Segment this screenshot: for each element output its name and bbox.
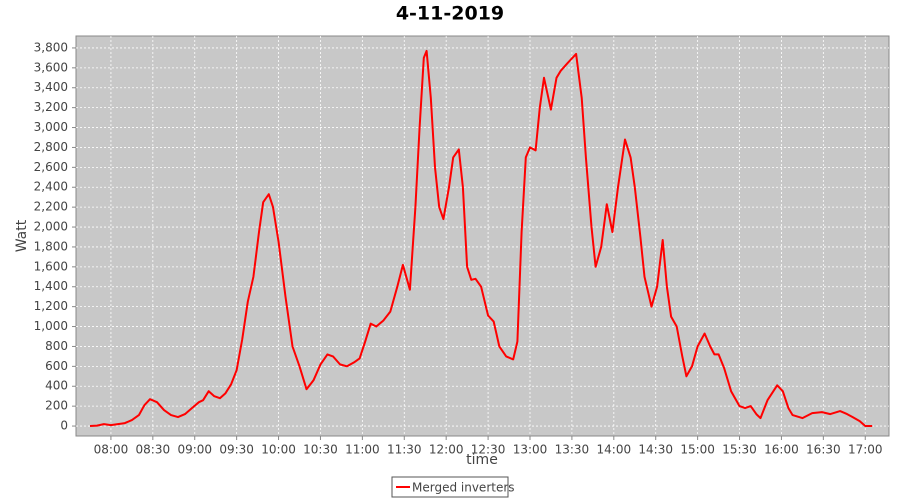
- y-tick-label: 1,200: [34, 299, 68, 313]
- legend: Merged inverters: [391, 476, 515, 498]
- chart-title: 4-11-2019: [396, 3, 504, 25]
- y-tick-label: 3,800: [34, 40, 68, 54]
- y-tick-label: 1,600: [34, 259, 68, 273]
- y-tick-label: 3,000: [34, 120, 68, 134]
- x-tick-label: 13:00: [513, 443, 548, 457]
- x-tick-label: 12:00: [429, 443, 464, 457]
- y-tick-label: 2,800: [34, 140, 68, 154]
- y-axis-label: Watt: [14, 219, 30, 252]
- x-tick-label: 11:30: [387, 443, 422, 457]
- y-tick-label: 2,600: [34, 160, 68, 174]
- y-tick-label: 3,600: [34, 60, 68, 74]
- x-axis-label: time: [466, 452, 498, 468]
- x-tick-label: 10:00: [261, 443, 296, 457]
- y-tick-label: 400: [45, 379, 68, 393]
- x-tick-label: 14:00: [597, 443, 632, 457]
- x-tick-label: 14:30: [638, 443, 673, 457]
- y-tick-label: 3,400: [34, 80, 68, 94]
- x-tick-label: 16:30: [806, 443, 841, 457]
- x-tick-label: 10:30: [303, 443, 338, 457]
- y-tick-label: 600: [45, 359, 68, 373]
- x-tick-label: 09:30: [219, 443, 254, 457]
- series-line: [89, 49, 873, 427]
- x-tick-label: 15:30: [722, 443, 757, 457]
- plot-area: [75, 35, 890, 437]
- y-tick-label: 2,200: [34, 200, 68, 214]
- x-tick-label: 15:00: [680, 443, 715, 457]
- x-tick-label: 08:00: [94, 443, 129, 457]
- y-tick-label: 1,400: [34, 279, 68, 293]
- x-tick-label: 09:00: [177, 443, 212, 457]
- legend-label: Merged inverters: [412, 481, 515, 495]
- x-tick-label: 16:00: [764, 443, 799, 457]
- y-tick-label: 0: [60, 419, 68, 433]
- x-tick-label: 11:00: [345, 443, 380, 457]
- x-tick-label: 08:30: [136, 443, 171, 457]
- x-tick-label: 17:00: [848, 443, 883, 457]
- y-tick-label: 2,400: [34, 180, 68, 194]
- x-tick-label: 13:30: [555, 443, 590, 457]
- y-tick-label: 1,000: [34, 319, 68, 333]
- y-tick-label: 1,800: [34, 239, 68, 253]
- y-tick-label: 3,200: [34, 100, 68, 114]
- y-tick-label: 200: [45, 399, 68, 413]
- x-tick-label: 12:30: [471, 443, 506, 457]
- y-tick-label: 800: [45, 339, 68, 353]
- legend-box: [391, 476, 509, 498]
- y-tick-label: 2,000: [34, 220, 68, 234]
